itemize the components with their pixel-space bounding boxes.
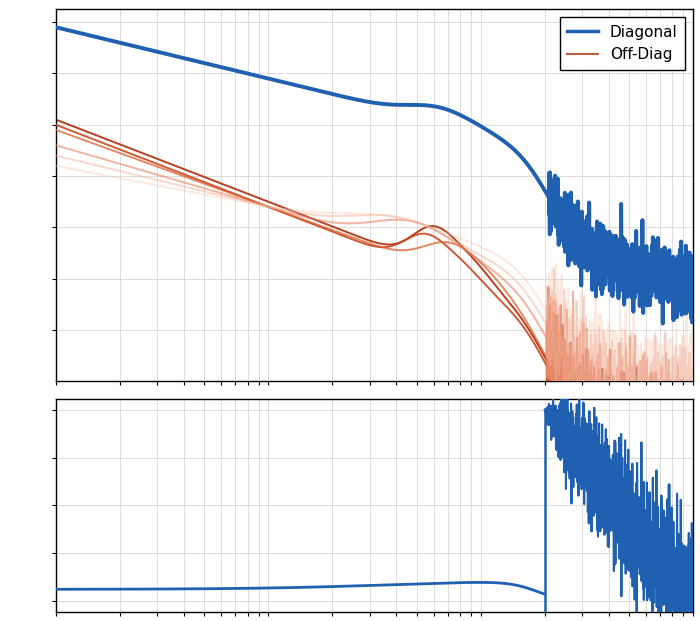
- Legend: Diagonal, Off-Diag: Diagonal, Off-Diag: [559, 17, 685, 70]
